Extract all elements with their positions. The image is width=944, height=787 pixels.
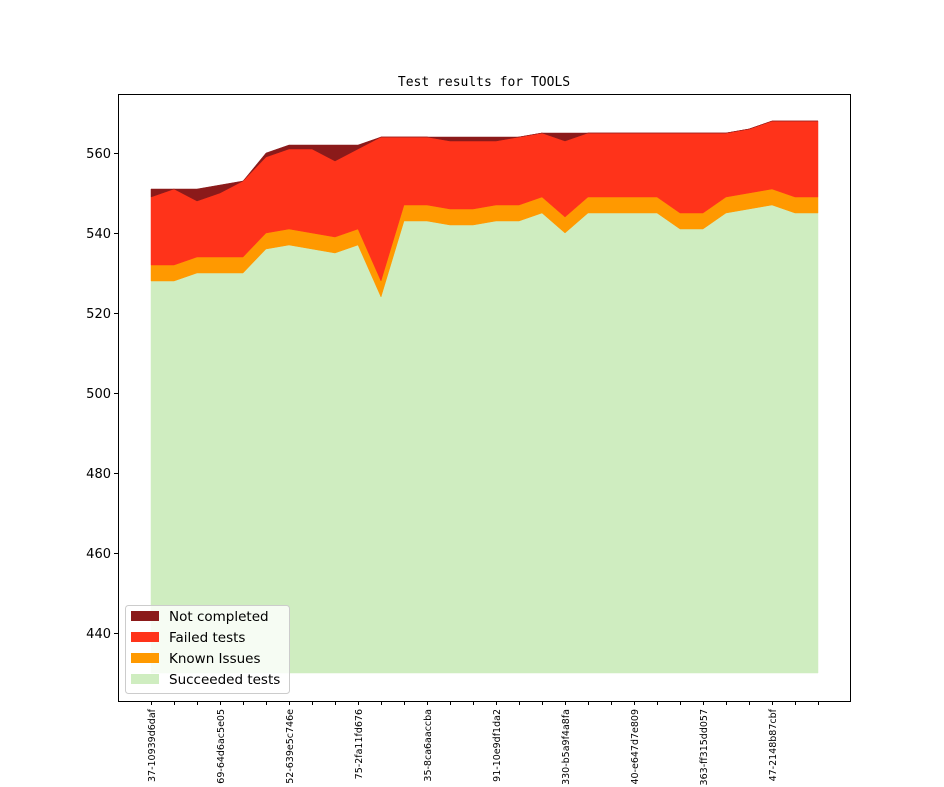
area-not-completed	[150, 120, 818, 202]
x-tick-label: 91-10e9df1da2	[492, 709, 503, 782]
y-tick-label: 560	[86, 147, 111, 162]
area-succeeded-tests	[150, 204, 819, 674]
x-tick-label: 35-8ca6aaccba	[423, 709, 434, 782]
y-tick-label: 520	[86, 307, 111, 322]
y-tick-label: 540	[86, 227, 111, 242]
x-tick-label: 37-10939d6daf	[147, 708, 158, 782]
chart-title: Test results for TOOLS	[398, 75, 570, 90]
x-tick-label: 69-64d6ac5e05	[216, 709, 227, 784]
legend-label: Known Issues	[169, 651, 261, 667]
x-tick-label: 330-b5a9f4a8fa	[561, 709, 572, 785]
legend-label: Not completed	[169, 609, 269, 625]
y-tick-label: 480	[86, 467, 111, 482]
x-tick-label: 47-2148b87cbf	[768, 708, 779, 781]
x-tick-label: 40-e647d7e809	[630, 709, 641, 785]
legend-label: Succeeded tests	[169, 672, 280, 688]
legend-swatch	[131, 632, 159, 642]
x-tick-label: 363-ff315dd057	[699, 709, 710, 785]
legend-box	[125, 605, 290, 694]
legend-label: Failed tests	[169, 630, 245, 646]
legend: Not completed Failed tests Known Issues Suc…	[125, 605, 290, 694]
legend-swatch	[131, 674, 159, 684]
x-tick-label: 52-639e5c746e	[285, 709, 296, 784]
plot-frame	[118, 94, 851, 702]
y-tick-label: 460	[86, 547, 111, 562]
legend-swatch	[131, 653, 159, 663]
y-tick-label: 500	[86, 387, 111, 402]
legend-swatch	[131, 611, 159, 621]
x-tick-label: 75-2fa11fd676	[354, 709, 365, 779]
y-tick-label: 440	[86, 627, 111, 642]
